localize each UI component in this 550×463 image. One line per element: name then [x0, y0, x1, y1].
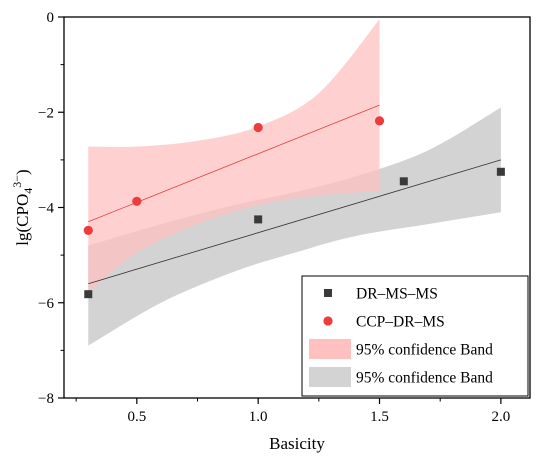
confidence-bands: [88, 19, 501, 346]
legend-label: CCP–DR–MS: [356, 314, 445, 331]
fit-line-dr-ms-ms: [88, 159, 501, 285]
y-tick-label: −2: [38, 105, 54, 121]
y-label-main: lg(CPO: [13, 194, 32, 246]
y-tick-label: −6: [38, 296, 54, 312]
legend-item-band-gray: 95% confidence Band: [309, 367, 493, 387]
x-tick-label: 2.0: [492, 409, 511, 425]
y-label-close: ): [13, 169, 32, 175]
confidence-band-ccp-dr-ms: [88, 19, 380, 293]
x-axis-label: Basicity: [269, 434, 325, 453]
data-points: [83, 116, 505, 299]
data-point-ccp-dr-ms: [374, 116, 385, 126]
legend-item-dr-ms-ms: DR–MS–MS: [324, 286, 438, 303]
legend: DR–MS–MS CCP–DR–MS 95% confidence Band 95% …: [301, 275, 529, 397]
data-point-dr-ms-ms: [399, 177, 408, 186]
data-point-dr-ms-ms: [496, 167, 505, 176]
legend-swatch-band: [309, 367, 351, 387]
data-point-ccp-dr-ms: [253, 122, 263, 133]
legend-item-band-red: 95% confidence Band: [309, 339, 493, 359]
legend-swatch-band: [309, 339, 351, 359]
legend-marker-circle: [323, 316, 333, 326]
axes: 0.5 1.0 1.5 2.0 0 −2 −4 −6 −8: [38, 10, 531, 425]
legend-item-ccp-dr-ms: CCP–DR–MS: [323, 314, 445, 331]
legend-label: DR–MS–MS: [356, 286, 438, 303]
data-point-ccp-dr-ms: [132, 196, 142, 206]
x-tick-label: 1.0: [249, 409, 268, 425]
y-tick-label: −4: [38, 201, 54, 217]
x-tick-label: 1.5: [370, 409, 389, 425]
legend-label: 95% confidence Band: [356, 342, 493, 359]
confidence-band-dr-ms-ms: [88, 107, 501, 346]
y-axis-label: lg(CPO43−): [10, 169, 35, 245]
data-point-dr-ms-ms: [84, 290, 93, 299]
legend-label: 95% confidence Band: [356, 370, 493, 387]
data-point-dr-ms-ms: [254, 215, 263, 224]
y-tick-label: 0: [47, 10, 55, 26]
data-point-ccp-dr-ms: [83, 225, 93, 235]
y-label-subscript: 4: [21, 188, 35, 194]
legend-marker-square: [324, 289, 332, 297]
x-tick-label: 0.5: [127, 409, 146, 425]
y-tick-label: −8: [38, 391, 54, 407]
y-label-superscript: 3−: [10, 175, 24, 188]
